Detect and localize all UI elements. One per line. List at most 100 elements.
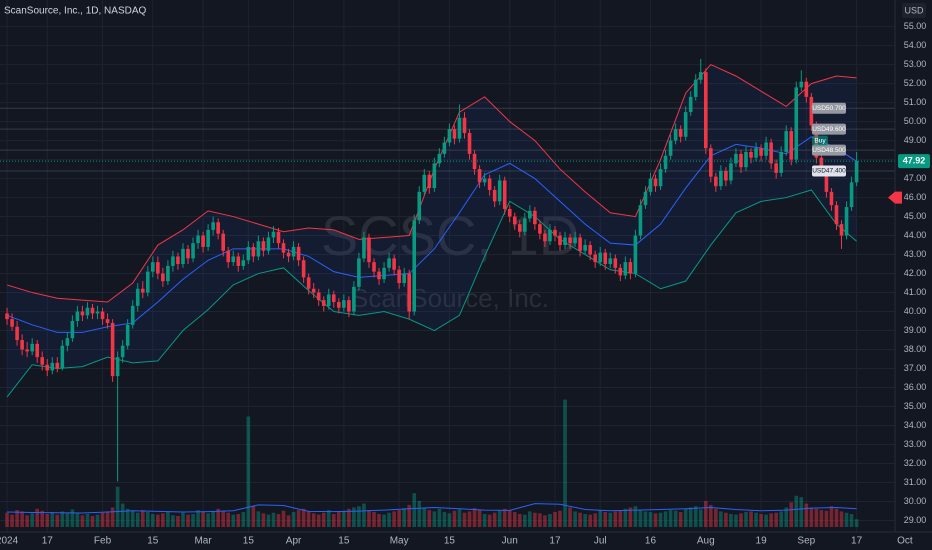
candle-body — [854, 161, 859, 183]
x-tick-label: Feb — [94, 536, 112, 547]
candle-body — [241, 260, 246, 266]
candle-body — [628, 262, 633, 274]
x-tick-label: 15 — [338, 536, 350, 547]
y-tick-label: 55.00 — [904, 21, 927, 31]
candle-body — [779, 151, 783, 173]
candle-body — [849, 182, 854, 208]
candle-body — [291, 246, 296, 257]
volume-bar — [301, 508, 306, 527]
candle-body — [75, 311, 80, 322]
order-tag — [812, 123, 846, 135]
volume-bar — [246, 416, 251, 527]
x-tick-label: 15 — [444, 536, 456, 547]
y-tick-label: 29.00 — [904, 515, 927, 525]
candle-body — [829, 191, 834, 206]
volume-bar — [120, 503, 125, 527]
candle-body — [799, 81, 804, 88]
candle-body — [834, 205, 839, 225]
x-tick-label: Oct — [897, 536, 913, 547]
plot: USD50.700 USD49.600 USD48.500 USD47.400 Buy — [0, 58, 895, 527]
x-tick-label: Mar — [194, 536, 212, 547]
candle-body — [693, 79, 698, 97]
candle-body — [271, 231, 276, 238]
volume-bar — [548, 514, 552, 527]
price-axis-bg — [895, 0, 932, 550]
volume-bar — [734, 514, 738, 527]
candle-body — [502, 180, 507, 209]
volume-bar — [568, 507, 572, 527]
candle-body — [563, 237, 567, 246]
volume-bar — [191, 514, 195, 527]
candle-body — [452, 129, 457, 139]
volume-bar — [628, 507, 633, 527]
volume-bar — [452, 510, 457, 527]
candle-body — [749, 151, 753, 158]
candle-body — [70, 321, 75, 339]
candle-body — [105, 319, 110, 323]
volume-bar — [402, 508, 406, 527]
volume-bar — [306, 511, 311, 527]
candle-body — [724, 170, 728, 181]
candle-body — [337, 302, 341, 308]
candle-body — [769, 142, 773, 164]
candle-body — [316, 292, 321, 301]
candle-body — [437, 153, 442, 164]
volume-bar — [668, 510, 673, 527]
candle-body — [653, 178, 658, 187]
volume-bar — [839, 511, 844, 527]
candle-body — [714, 176, 718, 187]
candle-body — [819, 157, 824, 171]
candle-body — [25, 349, 29, 352]
candle-body — [40, 357, 45, 365]
candle-body — [30, 343, 34, 352]
candle-body — [85, 307, 90, 316]
candle-body — [60, 345, 65, 369]
volume-bar — [794, 495, 799, 527]
candle-body — [643, 191, 648, 206]
volume-bar — [156, 514, 160, 527]
candle-body — [759, 148, 763, 156]
candle-body — [171, 256, 175, 266]
y-tick-label: 51.00 — [904, 97, 927, 107]
y-tick-label: 47.00 — [904, 173, 927, 183]
candle-body — [703, 72, 708, 149]
candle-body — [397, 269, 401, 284]
candle-body — [568, 237, 572, 244]
candle-body — [613, 258, 618, 268]
candle-body — [809, 96, 814, 126]
y-tick-label: 37.00 — [904, 363, 927, 373]
candle-body — [286, 252, 291, 257]
volume-bar — [256, 511, 261, 527]
candle-body — [477, 169, 482, 183]
candle-body — [216, 222, 220, 234]
candle-body — [296, 246, 301, 261]
volume-bar — [387, 512, 391, 527]
volume-bar — [744, 512, 748, 527]
band-middle — [6, 136, 857, 333]
y-tick-label: 30.00 — [904, 496, 927, 506]
volume-bar — [442, 512, 447, 527]
candle-body — [246, 246, 251, 261]
volume-bar — [643, 511, 648, 527]
candle-body — [804, 81, 809, 97]
x-tick-label: Sep — [797, 536, 815, 547]
volume-bar — [482, 514, 487, 527]
volume-bar — [75, 513, 80, 527]
candle-body — [145, 271, 150, 293]
volume-bar — [70, 509, 75, 527]
order-label: USD50.700 — [812, 105, 846, 112]
volume-bar — [80, 515, 85, 527]
volume-bar — [648, 512, 653, 527]
candle-body — [110, 322, 115, 377]
candle-body — [538, 224, 542, 234]
volume-bar — [417, 501, 422, 527]
candle-body — [352, 286, 356, 312]
candle-body — [784, 131, 789, 152]
candle-body — [367, 237, 371, 263]
volume-bar — [714, 508, 718, 527]
volume-bar — [472, 508, 477, 527]
candle-body — [321, 300, 326, 306]
volume-bar — [392, 511, 396, 527]
volume-bar — [10, 514, 14, 527]
volume-bar — [462, 512, 467, 527]
